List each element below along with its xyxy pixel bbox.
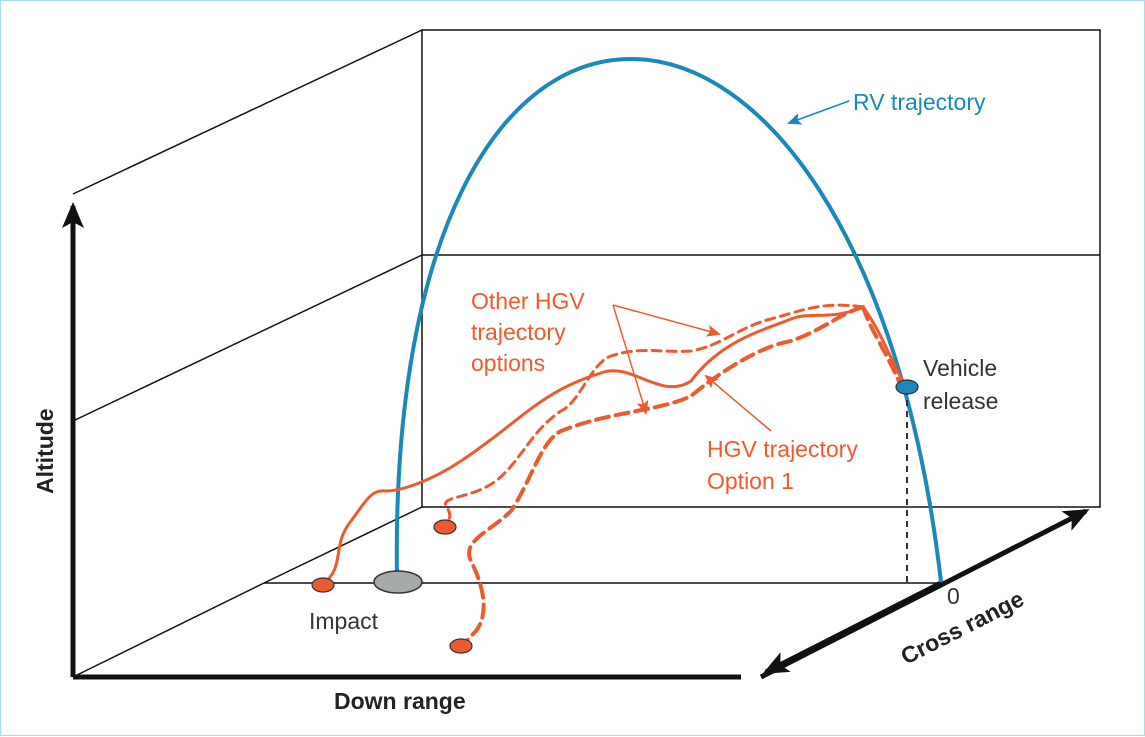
other-hgv-label-line3: options	[471, 350, 545, 376]
impact-label: Impact	[309, 608, 379, 634]
hgv-option-leader	[704, 374, 772, 432]
hgv-option-label-line1: HGV trajectory	[707, 436, 858, 462]
hgv-end-marker-2	[433, 519, 457, 535]
top-left-edge	[72, 29, 423, 195]
cross-range-axis-back	[762, 580, 943, 675]
vehicle-release-label-line2: release	[923, 388, 998, 414]
hgv-option-1-curve	[321, 305, 865, 586]
vehicle-release-label-line1: Vehicle	[923, 355, 997, 381]
other-hgv-label-line1: Other HGV	[471, 288, 585, 314]
hgv-dashed-upper-curve	[443, 303, 865, 528]
floor-diagonal-edge	[72, 582, 265, 678]
other-hgv-leader-2	[612, 304, 649, 415]
leader-arrows	[612, 100, 850, 432]
hgv-end-marker-3	[449, 638, 473, 654]
altitude-axis-label: Altitude	[32, 408, 58, 494]
impact-marker	[373, 570, 423, 594]
other-hgv-leader-1	[612, 304, 721, 337]
release-marker	[895, 379, 919, 395]
rv-trajectory-curve	[394, 56, 943, 583]
zero-label: 0	[947, 583, 960, 609]
hgv-end-marker-1	[311, 577, 335, 593]
markers	[311, 379, 919, 654]
hgv-trajectories	[321, 303, 908, 648]
hgv-dashed-lower-curve	[459, 305, 903, 648]
down-range-axis-label: Down range	[334, 688, 466, 714]
other-hgv-label-line2: trajectory	[471, 319, 566, 345]
mid-left-edge	[72, 254, 423, 422]
hgv-option-label-line2: Option 1	[707, 468, 794, 494]
hgv-release-segment	[861, 305, 908, 389]
rv-trajectory-label: RV trajectory	[853, 89, 986, 115]
back-wall	[421, 29, 1101, 508]
axes	[62, 202, 1090, 680]
rv-leader	[787, 100, 850, 125]
